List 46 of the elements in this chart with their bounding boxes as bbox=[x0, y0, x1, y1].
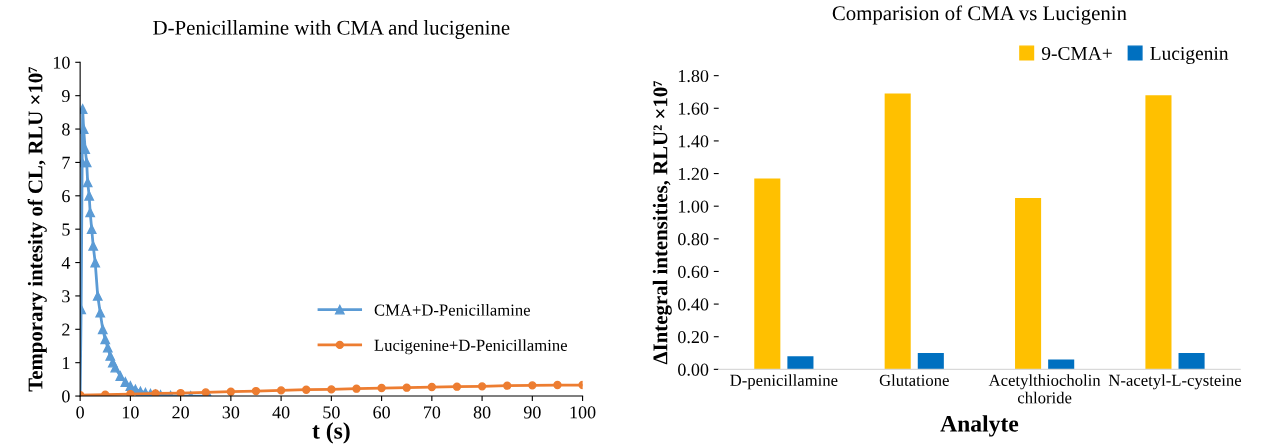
legend-label: Lucigenin bbox=[1150, 46, 1229, 64]
y-tick-label: 2 bbox=[62, 323, 70, 336]
x-tick-label: D-penicillamine bbox=[730, 374, 838, 390]
y-tick-label: 1.20 bbox=[678, 167, 709, 181]
legend-label: CMA+D-Penicillamine bbox=[374, 303, 530, 316]
y-tick-label: 0.20 bbox=[678, 330, 709, 344]
x-axis-title: Analyte bbox=[940, 415, 1019, 437]
y-tick-label: 8 bbox=[62, 123, 70, 136]
x-tick-label: 60 bbox=[373, 406, 390, 419]
y-tick-label: 1.80 bbox=[678, 69, 709, 83]
x-tick-label: 30 bbox=[222, 406, 240, 419]
y-tick-label: 5 bbox=[62, 223, 70, 236]
y-tick-label: 0.60 bbox=[678, 265, 709, 278]
legend-label: 9-CMA+ bbox=[1041, 46, 1112, 60]
x-tick-label: 0 bbox=[76, 406, 84, 419]
y-axis-title: Temporary intesity of CL, RLU ×10⁷ bbox=[27, 66, 47, 392]
y-tick-label: 1.00 bbox=[678, 200, 709, 213]
chart-title: D-Penicillamine with CMA and lucigenine bbox=[153, 20, 510, 40]
y-tick-label: 4 bbox=[61, 256, 71, 269]
y-axis-title: ΔIntegral intensities, RLU² ×10⁷ bbox=[652, 80, 672, 365]
chart-title: Comparision of CMA vs Lucigenin bbox=[832, 5, 1127, 25]
x-tick-label: Glutatione bbox=[879, 374, 949, 386]
x-tick-label: N-acetyl-L-cysteine bbox=[1108, 374, 1242, 390]
x-tick-label: 40 bbox=[272, 406, 290, 419]
y-tick-label: 9 bbox=[61, 89, 70, 103]
y-tick-label: 0.80 bbox=[678, 233, 709, 246]
y-tick-label: 1.60 bbox=[678, 102, 709, 115]
legend-label: Lucigenine+D-Penicillamine bbox=[374, 339, 567, 355]
y-tick-label: 7 bbox=[62, 156, 70, 169]
y-tick-label: 1 bbox=[62, 357, 70, 369]
y-tick-label: 10 bbox=[53, 56, 70, 69]
y-tick-label: 6 bbox=[62, 190, 70, 203]
x-axis-title: t (s) bbox=[312, 422, 350, 444]
y-tick-label: 0.40 bbox=[678, 298, 709, 311]
x-tick-label: 70 bbox=[424, 406, 441, 419]
x-tick-label: 20 bbox=[172, 406, 189, 419]
x-tick-label: 90 bbox=[523, 406, 541, 419]
x-tick-label: 80 bbox=[473, 406, 491, 419]
x-tick-label: Acetylthiocholin chloride bbox=[988, 374, 1101, 404]
y-tick-label: 3 bbox=[62, 290, 70, 303]
x-tick-label: 50 bbox=[323, 406, 340, 419]
y-tick-label: 0 bbox=[62, 390, 70, 403]
x-tick-label: 10 bbox=[122, 406, 139, 419]
x-tick-label: 100 bbox=[570, 406, 596, 419]
y-tick-label: 1.40 bbox=[678, 135, 709, 148]
y-tick-label: 0.00 bbox=[678, 363, 709, 376]
